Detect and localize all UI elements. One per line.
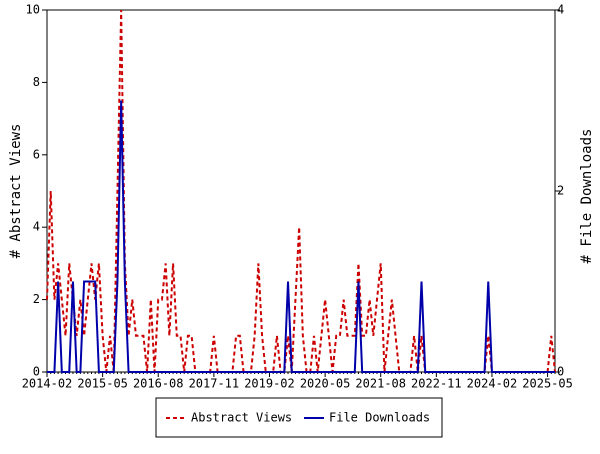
x-tick-label: 2022-11: [411, 377, 462, 391]
y-tick-label: 10: [26, 3, 40, 17]
x-tick-label: 2024-02: [467, 377, 518, 391]
series-line: [47, 100, 555, 373]
x-tick-label: 2016-08: [133, 377, 184, 391]
legend-label: Abstract Views: [191, 411, 292, 425]
x-tick-label: 2025-05: [522, 377, 573, 391]
legend-box: [155, 397, 443, 438]
legend-label: File Downloads: [329, 411, 430, 425]
y2-axis-label: # File Downloads: [579, 129, 595, 264]
x-tick-label: 2017-11: [189, 377, 240, 391]
y2-tick-label: 2: [557, 184, 564, 198]
x-tick-label: 2019-02: [244, 377, 295, 391]
x-tick-label: 2021-08: [355, 377, 406, 391]
y-tick-label: 4: [33, 220, 40, 234]
y2-tick-label: 0: [557, 365, 564, 379]
x-tick-label: 2020-05: [300, 377, 351, 391]
x-tick-label: 2014-02: [22, 377, 73, 391]
y-tick-label: 2: [33, 292, 40, 306]
y-tick-label: 6: [33, 147, 40, 161]
y2-tick-label: 4: [557, 3, 564, 17]
y-tick-label: 0: [33, 365, 40, 379]
y-axis-label: # Abstract Views: [8, 124, 24, 259]
x-tick-label: 2015-05: [77, 377, 128, 391]
series-line: [46, 9, 556, 373]
y-tick-label: 8: [33, 75, 40, 89]
